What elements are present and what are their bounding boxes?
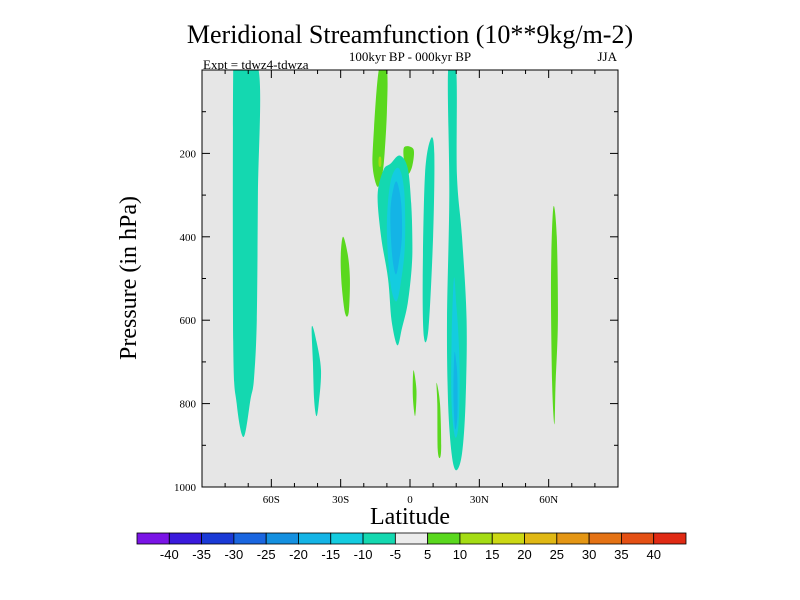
colorbar-level-label: 5 — [424, 547, 431, 562]
colorbar-level-label: -5 — [390, 547, 402, 562]
colorbar-level-label: -40 — [160, 547, 179, 562]
colorbar-level-label: -30 — [224, 547, 243, 562]
chart-subtitle-right: JJA — [597, 49, 617, 64]
contour-regions — [232, 70, 558, 471]
y-axis-label: Pressure (in hPa) — [116, 196, 142, 360]
colorbar-swatch — [653, 532, 687, 545]
colorbar-swatch — [394, 532, 429, 545]
x-tick-label: 0 — [407, 494, 413, 506]
chart-subtitle-center: 100kyr BP - 000kyr BP — [349, 49, 471, 64]
colorbar-level-label: 35 — [614, 547, 628, 562]
colorbar-swatch — [491, 532, 525, 545]
contour-region-nh-subtrop-neg-core — [453, 351, 458, 430]
colorbar-swatch — [588, 532, 622, 545]
colorbar-level-label: -25 — [257, 547, 276, 562]
x-axis-label: Latitude — [370, 504, 450, 530]
x-tick-label: 60N — [539, 494, 558, 506]
contour-region-upper-trop-pos-core — [378, 156, 382, 167]
colorbar-swatch — [556, 532, 590, 545]
colorbar-level-label: 40 — [646, 547, 660, 562]
contour-region-eq-lower-pos — [412, 370, 417, 417]
contour-region-upper-trop-pos — [372, 70, 388, 187]
contour-region-nh-midlat-pos — [550, 206, 558, 425]
colorbar-swatch — [298, 532, 332, 545]
colorbar-level-label: -20 — [289, 547, 308, 562]
x-tick-label: 30N — [470, 494, 489, 506]
axis-ticks: 60S 30S 0 30N 60N 200 400 600 800 1000 — [174, 70, 618, 506]
colorbar-swatch — [201, 532, 235, 545]
colorbar-level-label: 30 — [582, 547, 596, 562]
colorbar-level-label: 20 — [517, 547, 531, 562]
colorbar-swatch — [233, 532, 267, 545]
contour-region-sh-midlat-pos — [340, 236, 350, 317]
colorbar-swatch — [168, 532, 202, 545]
colorbar-level-label: -15 — [321, 547, 340, 562]
contour-region-band-60s-neg — [232, 70, 261, 438]
y-tick-label: 400 — [180, 232, 197, 244]
colorbar-level-label: 25 — [550, 547, 564, 562]
x-tick-label: 60S — [263, 494, 280, 506]
colorbar-swatch — [330, 532, 364, 545]
chart-title: Meridional Streamfunction (10**9kg/m-2) — [187, 20, 633, 49]
x-tick-label: 30S — [332, 494, 349, 506]
colorbar-swatch — [524, 532, 558, 545]
contour-region-equatorial-neg-core — [390, 181, 403, 275]
colorbar-level-label: 15 — [485, 547, 499, 562]
colorbar-swatch — [427, 532, 461, 545]
colorbar-swatch — [459, 532, 493, 545]
contour-region-eq-north-neg — [422, 137, 435, 343]
colorbar-swatch — [265, 532, 299, 545]
colorbar-swatch — [362, 532, 396, 545]
y-tick-label: 1000 — [174, 482, 197, 494]
colorbar-level-label: -35 — [192, 547, 211, 562]
contour-region-sh-midlat-neg — [311, 325, 322, 417]
y-tick-label: 800 — [180, 399, 197, 411]
colorbar-level-label: -10 — [354, 547, 373, 562]
colorbar-swatch — [621, 532, 655, 545]
contour-region-nh-lower-pos — [436, 382, 442, 459]
y-tick-label: 200 — [180, 148, 197, 160]
colorbar-swatch — [136, 532, 170, 545]
colorbar: -40 -35 -30 -25 -20 -15 -10 -5 5 10 15 20 25 30 35 40 — [136, 532, 687, 562]
y-tick-label: 600 — [180, 315, 197, 327]
colorbar-level-label: 10 — [453, 547, 467, 562]
chart-subtitle-left: Expt = tdwz4-tdwza — [203, 57, 309, 72]
